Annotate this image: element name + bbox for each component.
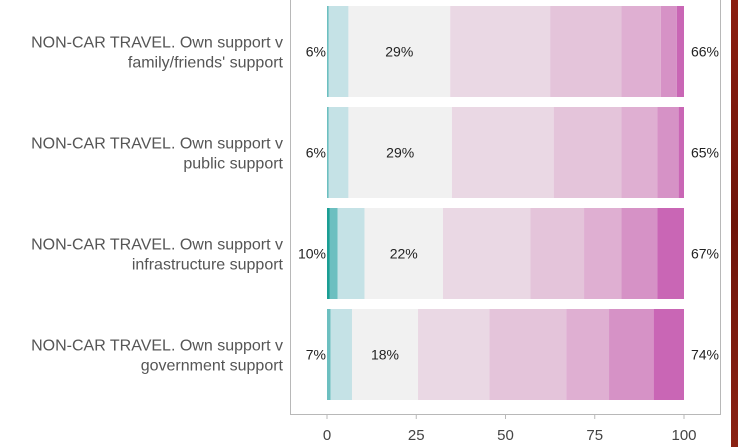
bar-segment	[584, 208, 622, 299]
bar-segment	[443, 208, 531, 299]
row-label-line1: NON-CAR TRAVEL. Own support v	[31, 237, 283, 254]
left-pct-label: 6%	[306, 145, 326, 161]
left-pct-label: 7%	[306, 347, 326, 363]
left-pct-label: 6%	[306, 44, 326, 60]
bar-segment	[327, 309, 331, 400]
bar-segment	[327, 6, 329, 97]
bar-segment	[678, 107, 684, 198]
row-label-line2: infrastructure support	[132, 257, 284, 274]
row-label-line2: government support	[141, 358, 284, 375]
row-label-line1: NON-CAR TRAVEL. Own support v	[31, 35, 283, 52]
bar-row: NON-CAR TRAVEL. Own support v government …	[31, 309, 719, 400]
bar-segment	[328, 6, 349, 97]
bar-segment	[550, 6, 622, 97]
left-pct-label: 10%	[298, 246, 326, 262]
bar-segment	[653, 309, 684, 400]
x-tick-label: 100	[671, 427, 696, 444]
bar-row: NON-CAR TRAVEL. Own support v family/frie…	[31, 6, 719, 97]
bar-segment	[553, 107, 622, 198]
bar-segment	[337, 208, 365, 299]
bar-segment	[621, 6, 661, 97]
row-label-line2: public support	[183, 156, 283, 173]
neutral-pct-label: 18%	[371, 347, 399, 363]
bar-segment	[566, 309, 610, 400]
x-tick-label: 0	[323, 427, 331, 444]
bar-row: NON-CAR TRAVEL. Own support v public supp…	[31, 107, 719, 198]
bar-segment	[621, 107, 658, 198]
right-pct-label: 66%	[691, 44, 719, 60]
right-pct-label: 74%	[691, 347, 719, 363]
bar-segment	[327, 107, 329, 198]
bar-segment	[364, 208, 444, 299]
right-pct-label: 67%	[691, 246, 719, 262]
bar-segment	[530, 208, 585, 299]
row-label-line2: family/friends' support	[128, 55, 284, 72]
bar-segment	[330, 309, 352, 400]
bar-segment	[489, 309, 567, 400]
bar-segment	[450, 6, 551, 97]
bar-row: NON-CAR TRAVEL. Own support v infrastruct…	[31, 208, 719, 299]
row-label-line1: NON-CAR TRAVEL. Own support v	[31, 136, 283, 153]
neutral-pct-label: 29%	[386, 145, 414, 161]
bar-segment	[676, 6, 684, 97]
window-edge-strip	[731, 0, 738, 447]
neutral-pct-label: 22%	[390, 246, 418, 262]
row-label-line1: NON-CAR TRAVEL. Own support v	[31, 338, 283, 355]
x-tick-label: 25	[408, 427, 425, 444]
right-pct-label: 65%	[691, 145, 719, 161]
bar-rows: NON-CAR TRAVEL. Own support v family/frie…	[31, 6, 719, 400]
bar-segment	[418, 309, 490, 400]
bar-segment	[621, 208, 658, 299]
x-tick-label: 50	[497, 427, 514, 444]
bar-segment	[351, 309, 419, 400]
bar-segment	[329, 208, 338, 299]
bar-segment	[327, 208, 330, 299]
x-tick-label: 75	[586, 427, 603, 444]
bar-segment	[348, 107, 452, 198]
bar-segment	[657, 208, 684, 299]
neutral-pct-label: 29%	[385, 44, 413, 60]
bar-segment	[451, 107, 554, 198]
bar-segment	[328, 107, 349, 198]
bar-segment	[657, 107, 679, 198]
bar-segment	[348, 6, 451, 97]
x-axis: 0 25 50 75 100	[290, 0, 721, 444]
bar-segment	[660, 6, 677, 97]
bar-segment	[609, 309, 654, 400]
